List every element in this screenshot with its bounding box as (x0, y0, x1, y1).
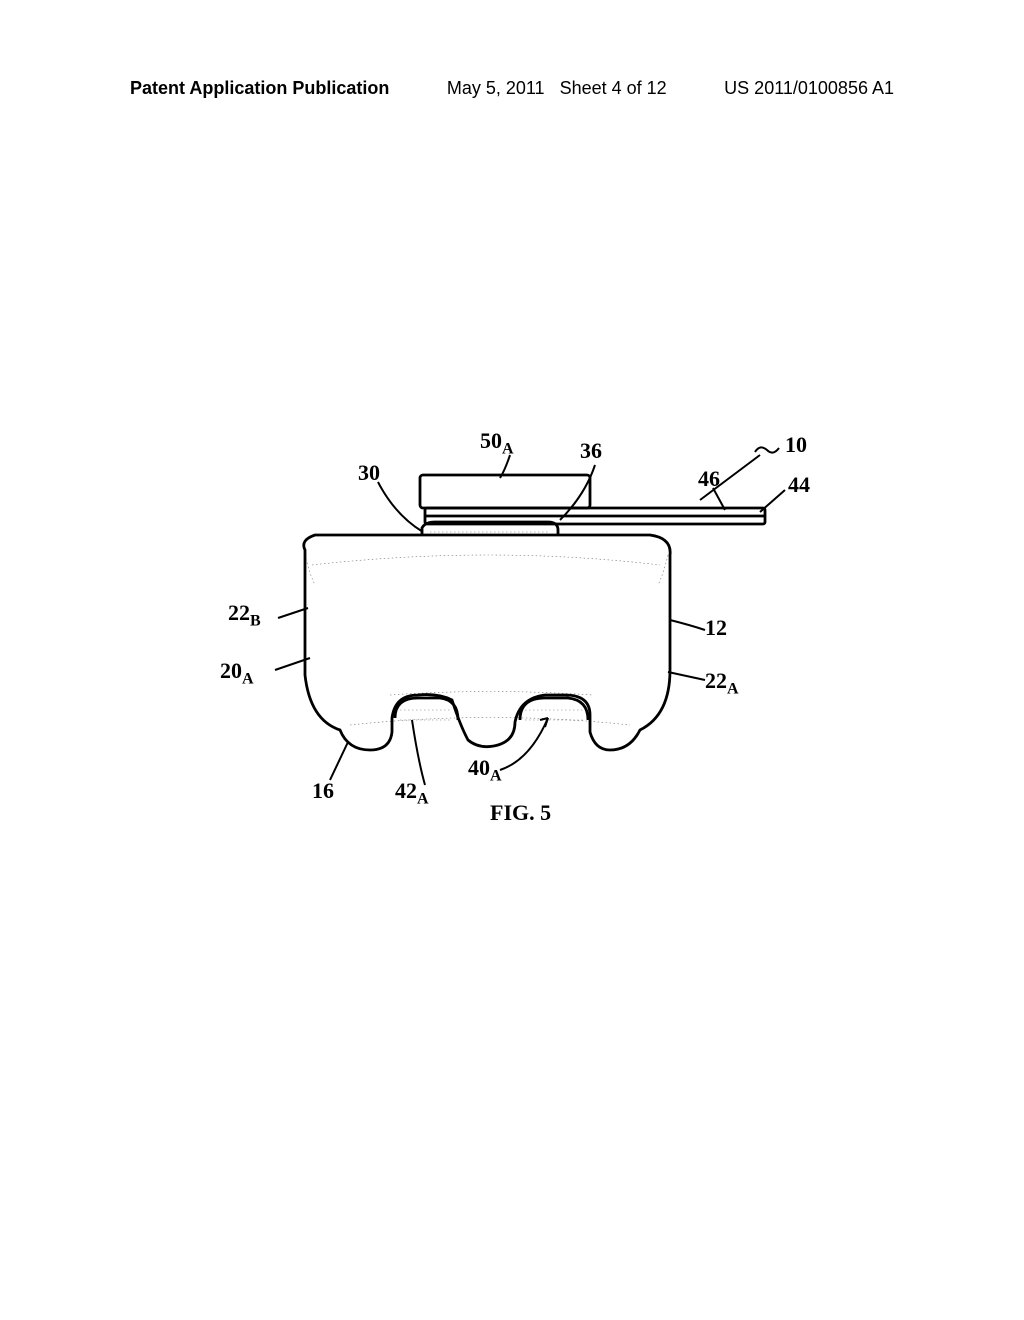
label-22A-sub: A (727, 680, 739, 697)
leader-22A (668, 672, 705, 680)
leader-12 (670, 620, 705, 630)
leader-30 (378, 482, 423, 532)
label-16-text: 16 (312, 778, 334, 803)
label-50A: 50A (480, 428, 514, 458)
label-20A-text: 20 (220, 658, 242, 683)
leader-40A (500, 718, 548, 770)
cap-top (420, 475, 590, 508)
leader-44 (760, 490, 785, 512)
leader-22B (278, 608, 308, 618)
label-36: 36 (580, 438, 602, 464)
label-20A-sub: A (242, 670, 254, 687)
label-22A-text: 22 (705, 668, 727, 693)
figure-svg (200, 420, 820, 860)
header-right: US 2011/0100856 A1 (724, 78, 894, 99)
label-40A-text: 40 (468, 755, 490, 780)
body-top-dotted (312, 555, 660, 565)
label-22A: 22A (705, 668, 739, 698)
label-42A-text: 42 (395, 778, 417, 803)
label-10-text: 10 (785, 432, 807, 457)
label-10: 10 (785, 432, 807, 458)
label-22B-sub: B (250, 612, 261, 629)
label-46-text: 46 (698, 466, 720, 491)
body-shoulder-dotted-r (658, 555, 668, 585)
label-22B: 22B (228, 600, 261, 630)
label-44-text: 44 (788, 472, 810, 497)
leader-42A (412, 720, 425, 785)
label-16: 16 (312, 778, 334, 804)
bottom-lobe-right (520, 698, 588, 720)
label-30: 30 (358, 460, 380, 486)
label-12-text: 12 (705, 615, 727, 640)
bottom-lobe-left (395, 698, 458, 720)
header-left: Patent Application Publication (130, 78, 389, 99)
figure-caption-text: FIG. 5 (490, 800, 551, 825)
header-sheet: Sheet 4 of 12 (560, 78, 667, 98)
figure-5: 10 44 46 36 50A 30 22B 20A 16 42A 40A 22… (200, 420, 820, 860)
label-40A: 40A (468, 755, 502, 785)
label-12: 12 (705, 615, 727, 641)
label-44: 44 (788, 472, 810, 498)
label-50A-sub: A (502, 440, 514, 457)
tilde-10 (755, 447, 779, 452)
label-20A: 20A (220, 658, 254, 688)
body-shoulder-dotted-l (305, 555, 315, 585)
label-46: 46 (698, 466, 720, 492)
header-date: May 5, 2011 (447, 78, 545, 98)
label-50A-text: 50 (480, 428, 502, 453)
label-30-text: 30 (358, 460, 380, 485)
header-center: May 5, 2011 Sheet 4 of 12 (447, 78, 667, 99)
page-header: Patent Application Publication May 5, 20… (130, 78, 894, 99)
figure-caption: FIG. 5 (490, 800, 551, 826)
leader-16 (330, 742, 348, 780)
label-40A-sub: A (490, 767, 502, 784)
label-42A: 42A (395, 778, 429, 808)
label-22B-text: 22 (228, 600, 250, 625)
label-36-text: 36 (580, 438, 602, 463)
label-42A-sub: A (417, 790, 429, 807)
